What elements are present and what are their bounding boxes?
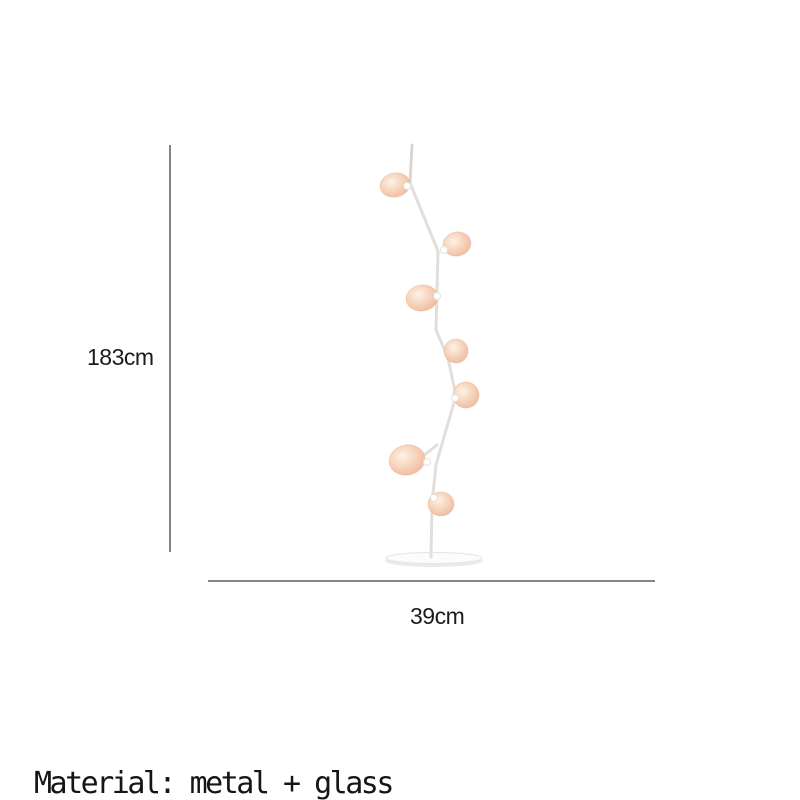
product-specs: Material: metal + glass Bulb: G9*7 [34,671,394,800]
lamp-base [385,552,483,564]
lamp-top-rod [409,144,413,184]
bulb-socket [440,246,448,254]
height-dimension-label: 183cm [87,344,154,370]
glass-bulb [443,338,469,364]
bulb-socket [433,292,441,300]
width-dimension-line [208,580,655,582]
width-dimension-label: 39cm [410,603,465,629]
bulb-socket [423,458,431,466]
glass-bulb [442,231,472,257]
bulb-socket [451,394,459,402]
height-dimension-line [169,145,171,552]
glass-bulb [379,172,411,198]
lamp-branch [421,443,439,458]
bulb-socket [403,182,411,190]
lamp-stem [408,143,458,559]
material-spec-line: Material: metal + glass [34,766,394,800]
glass-bulb [388,444,426,476]
bulb-socket [430,494,438,502]
